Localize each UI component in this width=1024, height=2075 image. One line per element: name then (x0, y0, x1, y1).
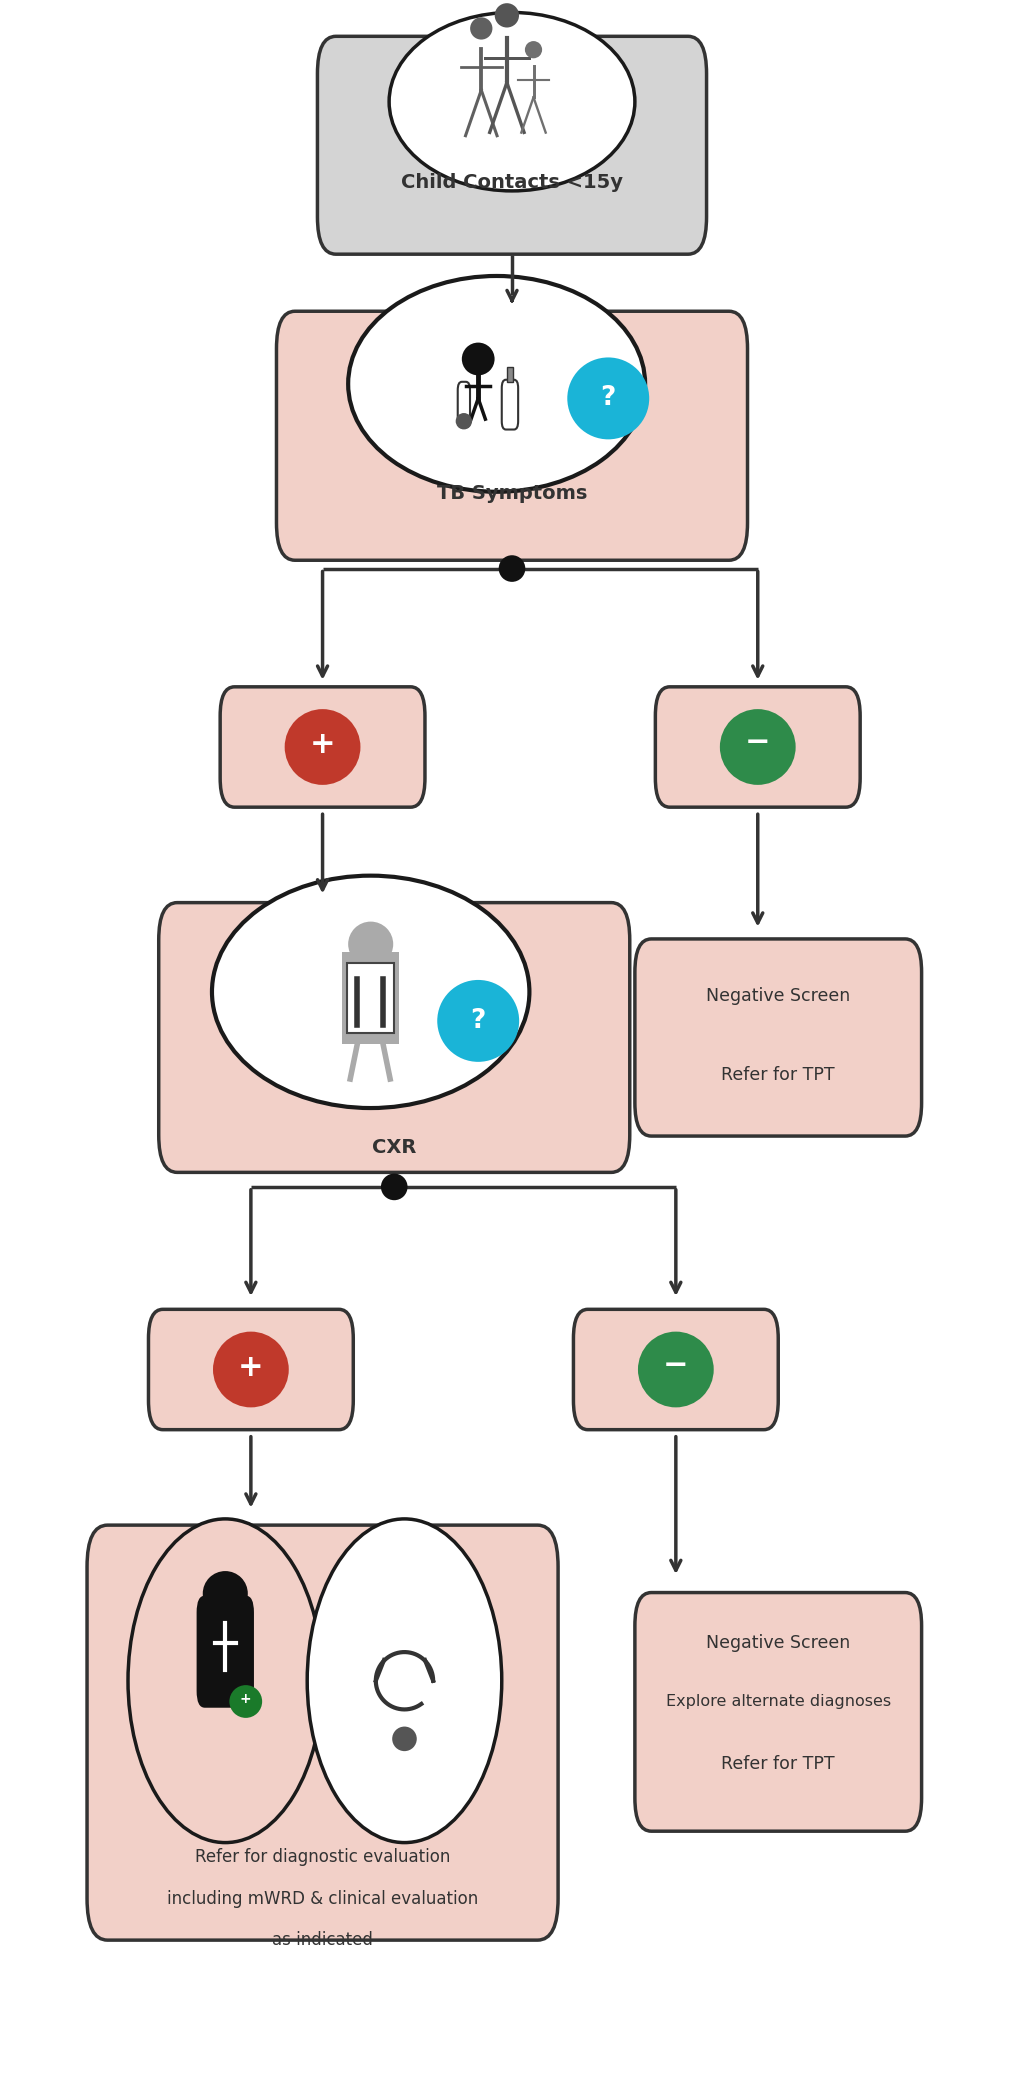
Ellipse shape (381, 1174, 408, 1199)
Text: CXR: CXR (372, 1137, 417, 1158)
Text: −: − (664, 1351, 688, 1380)
Text: +: + (309, 730, 336, 759)
Ellipse shape (462, 342, 495, 376)
Text: Negative Screen: Negative Screen (707, 1635, 850, 1652)
FancyBboxPatch shape (458, 382, 470, 427)
Ellipse shape (499, 556, 525, 581)
Ellipse shape (229, 1685, 262, 1718)
Text: +: + (240, 1693, 252, 1706)
Ellipse shape (470, 17, 493, 39)
Ellipse shape (285, 710, 360, 784)
Text: Refer for diagnostic evaluation: Refer for diagnostic evaluation (195, 1849, 451, 1865)
FancyBboxPatch shape (220, 687, 425, 807)
Text: +: + (238, 1353, 264, 1382)
FancyBboxPatch shape (573, 1309, 778, 1430)
Text: ?: ? (600, 386, 616, 411)
FancyBboxPatch shape (276, 311, 748, 560)
Ellipse shape (456, 413, 472, 430)
Ellipse shape (348, 276, 645, 492)
FancyBboxPatch shape (317, 37, 707, 253)
FancyBboxPatch shape (148, 1309, 353, 1430)
Ellipse shape (213, 1332, 289, 1407)
Text: Refer for TPT: Refer for TPT (722, 1755, 835, 1772)
Ellipse shape (525, 42, 542, 58)
Text: Explore alternate diagnoses: Explore alternate diagnoses (666, 1693, 891, 1710)
Ellipse shape (720, 710, 796, 784)
FancyBboxPatch shape (635, 938, 922, 1137)
Text: −: − (745, 728, 770, 757)
FancyBboxPatch shape (197, 1596, 254, 1708)
Text: including mWRD & clinical evaluation: including mWRD & clinical evaluation (167, 1890, 478, 1907)
Text: Child Contacts <15y: Child Contacts <15y (401, 172, 623, 193)
FancyBboxPatch shape (655, 687, 860, 807)
Ellipse shape (203, 1571, 248, 1616)
FancyBboxPatch shape (342, 952, 399, 1044)
Ellipse shape (348, 921, 393, 967)
Ellipse shape (495, 4, 519, 27)
Ellipse shape (307, 1519, 502, 1843)
Ellipse shape (392, 1726, 417, 1751)
Text: TB Symptoms: TB Symptoms (437, 483, 587, 504)
Ellipse shape (212, 876, 529, 1108)
Text: ?: ? (470, 1008, 486, 1033)
FancyBboxPatch shape (502, 380, 518, 430)
FancyBboxPatch shape (635, 1594, 922, 1832)
Ellipse shape (128, 1519, 323, 1843)
Ellipse shape (389, 12, 635, 191)
FancyBboxPatch shape (87, 1525, 558, 1940)
Ellipse shape (638, 1332, 714, 1407)
Ellipse shape (437, 979, 519, 1062)
Text: Negative Screen: Negative Screen (707, 988, 850, 1004)
FancyBboxPatch shape (507, 367, 513, 382)
Ellipse shape (567, 357, 649, 440)
FancyBboxPatch shape (159, 903, 630, 1172)
Text: as indicated: as indicated (272, 1932, 373, 1948)
FancyBboxPatch shape (347, 963, 394, 1033)
Text: Refer for TPT: Refer for TPT (722, 1067, 835, 1083)
